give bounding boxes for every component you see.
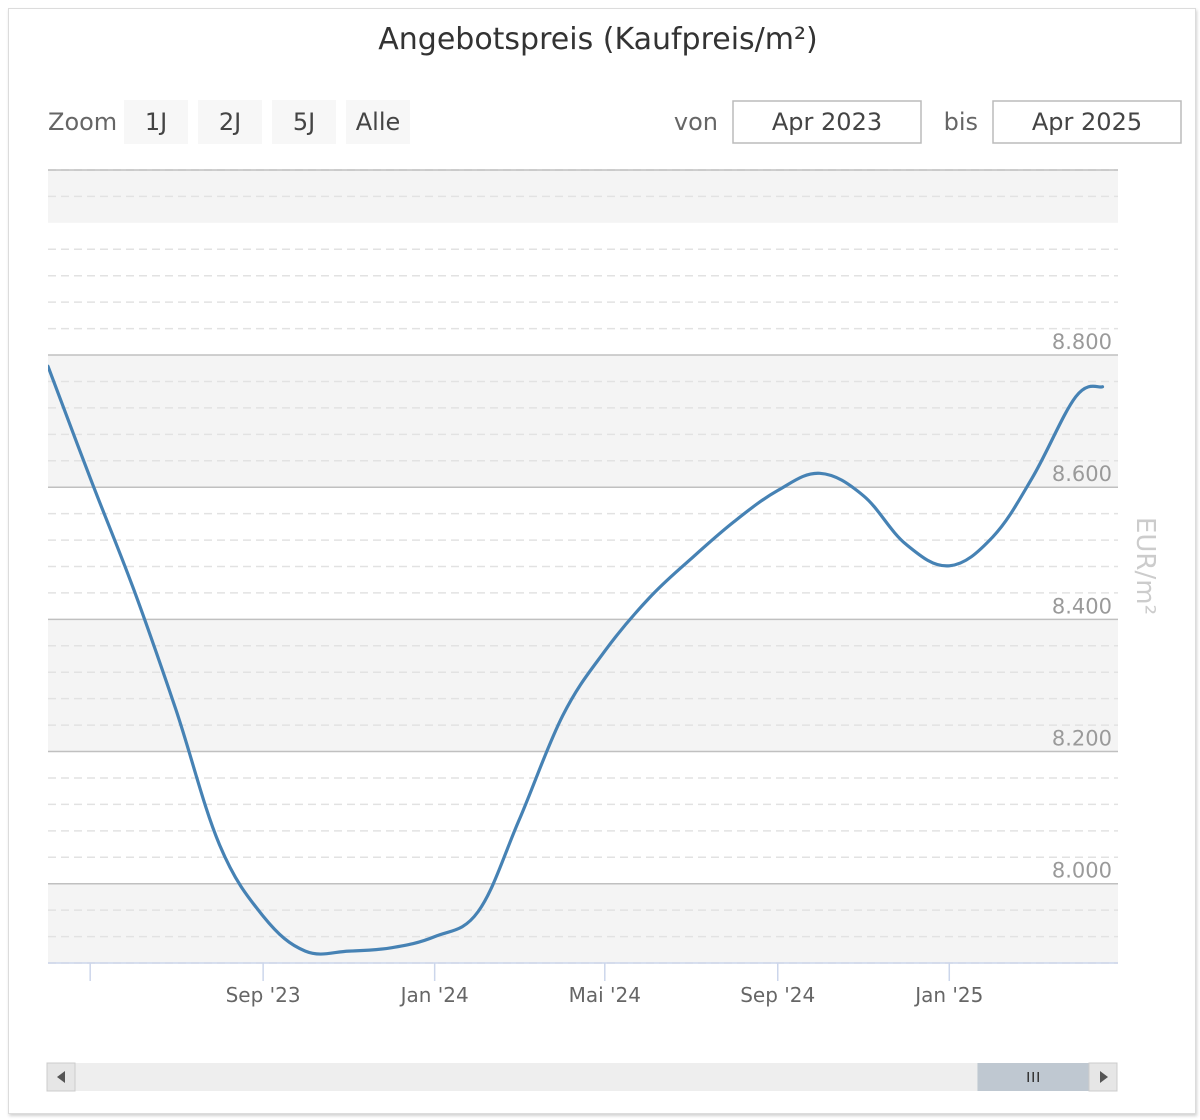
zoom-button-2j-label: 2J xyxy=(219,108,241,136)
y-axis-title: EUR/m² xyxy=(1130,517,1160,615)
zoom-button-5j[interactable]: 5J xyxy=(272,100,336,144)
plot-bands xyxy=(48,170,1118,963)
zoom-button-2j-bg xyxy=(198,100,262,144)
y-tick-label: 8.200 xyxy=(1052,727,1112,751)
to-date-value: Apr 2025 xyxy=(1032,108,1142,136)
zoom-button-1j[interactable]: 1J xyxy=(124,100,188,144)
x-tick-label: Jan '24 xyxy=(399,983,469,1007)
zoom-button-5j-bg xyxy=(272,100,336,144)
x-tick-label: Sep '24 xyxy=(740,983,815,1007)
x-tick-label: Jan '25 xyxy=(913,983,983,1007)
from-date-input[interactable]: Apr 2023 xyxy=(732,100,922,144)
grip-icon xyxy=(1027,1072,1039,1082)
y-tick-label: 8.400 xyxy=(1052,594,1112,618)
plot-band xyxy=(48,619,1118,752)
y-tick-label: 8.000 xyxy=(1052,859,1112,883)
plot-band xyxy=(48,883,1118,963)
zoom-button-alle-bg xyxy=(346,100,410,144)
plot-band xyxy=(48,355,1118,488)
y-tick-label: 8.800 xyxy=(1052,330,1112,354)
zoom-button-5j-label: 5J xyxy=(293,108,315,136)
scroll-left-button[interactable] xyxy=(46,1062,76,1092)
to-date-input-box xyxy=(992,100,1182,144)
arrow-left-icon xyxy=(57,1071,65,1083)
navigator-scrollbar[interactable] xyxy=(46,1062,1118,1092)
y-axis-ticks: 8.000 8.200 8.400 8.600 8.800 xyxy=(1052,330,1112,883)
scroll-right-button[interactable] xyxy=(1088,1062,1118,1092)
from-date-input-box xyxy=(732,100,922,144)
chart-title: Angebotspreis (Kaufpreis/m²) xyxy=(378,22,818,57)
from-date-value: Apr 2023 xyxy=(772,108,882,136)
range-selector: Zoom 1J 2J 5J Alle von Apr 2023 bis Apr … xyxy=(48,100,1182,144)
x-tick-label: Sep '23 xyxy=(226,983,301,1007)
zoom-button-2j[interactable]: 2J xyxy=(198,100,262,144)
to-label: bis xyxy=(944,108,978,136)
zoom-button-1j-label: 1J xyxy=(145,108,167,136)
from-label: von xyxy=(674,108,718,136)
zoom-button-alle[interactable]: Alle xyxy=(346,100,410,144)
to-date-input[interactable]: Apr 2025 xyxy=(992,100,1182,144)
price-series-line xyxy=(48,364,1105,956)
plot-grid xyxy=(48,169,1118,964)
x-tick-label: Mai '24 xyxy=(569,983,641,1007)
zoom-button-alle-label: Alle xyxy=(356,108,401,136)
arrow-right-icon xyxy=(1100,1071,1108,1083)
x-axis: Sep '23 Jan '24 Mai '24 Sep '24 Jan '25 xyxy=(48,962,1118,1007)
zoom-label: Zoom xyxy=(48,108,117,136)
scrollbar-track[interactable] xyxy=(47,1063,1117,1091)
zoom-button-1j-bg xyxy=(124,100,188,144)
plot-series xyxy=(48,364,1105,956)
y-tick-label: 8.600 xyxy=(1052,462,1112,486)
